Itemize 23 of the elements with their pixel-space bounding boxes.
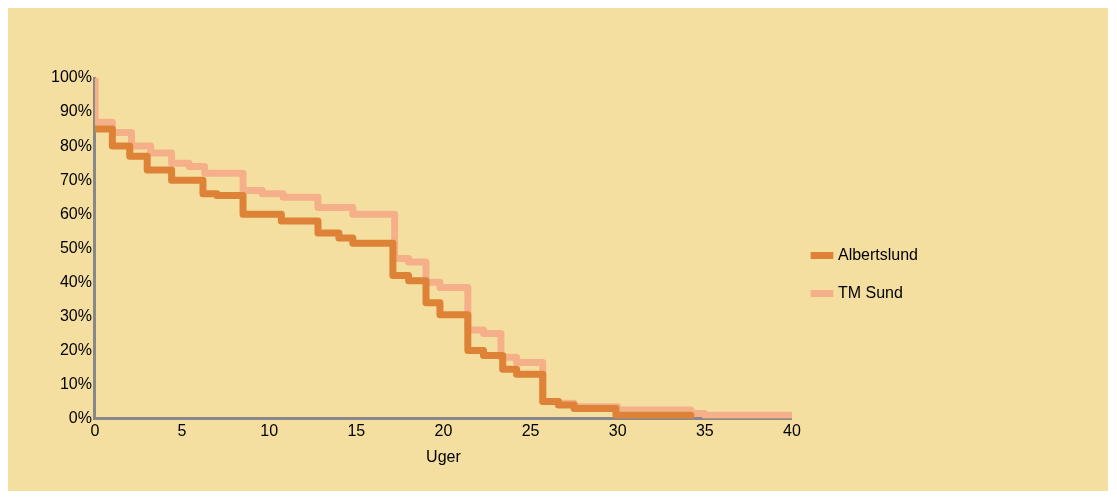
x-tick-label: 30 xyxy=(608,421,627,439)
y-tick-label: 10% xyxy=(59,374,92,392)
y-tick-label: 40% xyxy=(59,272,92,290)
y-tick-label: 80% xyxy=(59,136,92,154)
y-tick-label: 20% xyxy=(59,340,92,358)
y-tick-label: 70% xyxy=(59,170,92,188)
legend-label: Albertslund xyxy=(837,245,918,263)
y-tick-label: 90% xyxy=(59,102,92,120)
x-axis-title: Uger xyxy=(426,447,462,465)
x-tick-label: 40 xyxy=(783,421,801,439)
y-tick-label: 60% xyxy=(59,204,92,222)
x-tick-label: 35 xyxy=(695,421,714,439)
x-tick-label: 5 xyxy=(177,421,187,439)
y-tick-label: 100% xyxy=(51,68,92,86)
legend-label: TM Sund xyxy=(837,283,903,301)
x-tick-label: 0 xyxy=(90,421,100,439)
x-tick-label: 25 xyxy=(521,421,540,439)
x-tick-label: 20 xyxy=(434,421,453,439)
x-tick-label: 10 xyxy=(260,421,279,439)
x-tick-label: 15 xyxy=(347,421,366,439)
y-tick-label: 50% xyxy=(59,238,92,256)
y-tick-label: 0% xyxy=(68,409,92,427)
y-tick-label: 30% xyxy=(59,306,92,324)
